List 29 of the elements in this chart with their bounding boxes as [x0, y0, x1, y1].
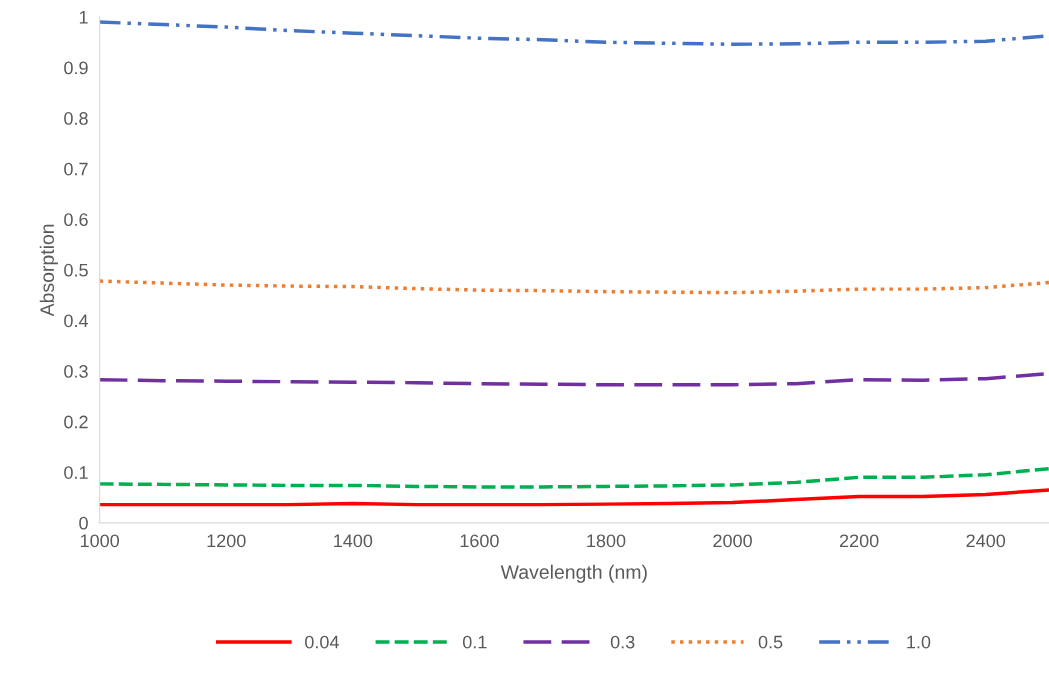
x-axis-title: Wavelength (nm)	[500, 564, 647, 583]
y-tick-label: 0.1	[64, 466, 88, 479]
x-tick-label: 1000	[80, 534, 120, 548]
x-tick-label: 1400	[334, 534, 373, 548]
y-tick-label: 0.2	[64, 415, 88, 429]
x-tick-label: 1200	[207, 534, 246, 548]
y-tick-label: 0.9	[64, 61, 88, 75]
legend-label: 0.1	[462, 635, 487, 649]
y-tick-label: 0	[79, 516, 88, 530]
line-series	[99, 466, 1049, 489]
legend-label: 0.04	[305, 635, 339, 649]
y-axis-title: Absorption	[39, 224, 58, 317]
y-tick-label: 0.7	[64, 162, 88, 176]
y-tick-label: 0.4	[64, 314, 89, 328]
legend-label: 0.5	[758, 635, 783, 649]
x-tick-label: 2000	[713, 534, 752, 548]
legend-label: 1.0	[907, 635, 931, 649]
x-tick-label: 2200	[839, 534, 879, 548]
line-series	[99, 279, 1049, 295]
y-tick-label: 0.5	[64, 263, 88, 277]
legend-label: 0.3	[610, 635, 635, 649]
x-tick-label: 1600	[460, 534, 499, 548]
y-tick-label: 0.6	[64, 213, 88, 227]
x-tick-label: 1800	[587, 534, 626, 548]
y-tick-label: 0.3	[64, 365, 88, 378]
y-tick-label: 0.8	[64, 112, 88, 125]
x-tick-label: 2400	[966, 534, 1006, 548]
y-tick-label: 1	[79, 11, 88, 24]
line-series	[99, 488, 1049, 507]
